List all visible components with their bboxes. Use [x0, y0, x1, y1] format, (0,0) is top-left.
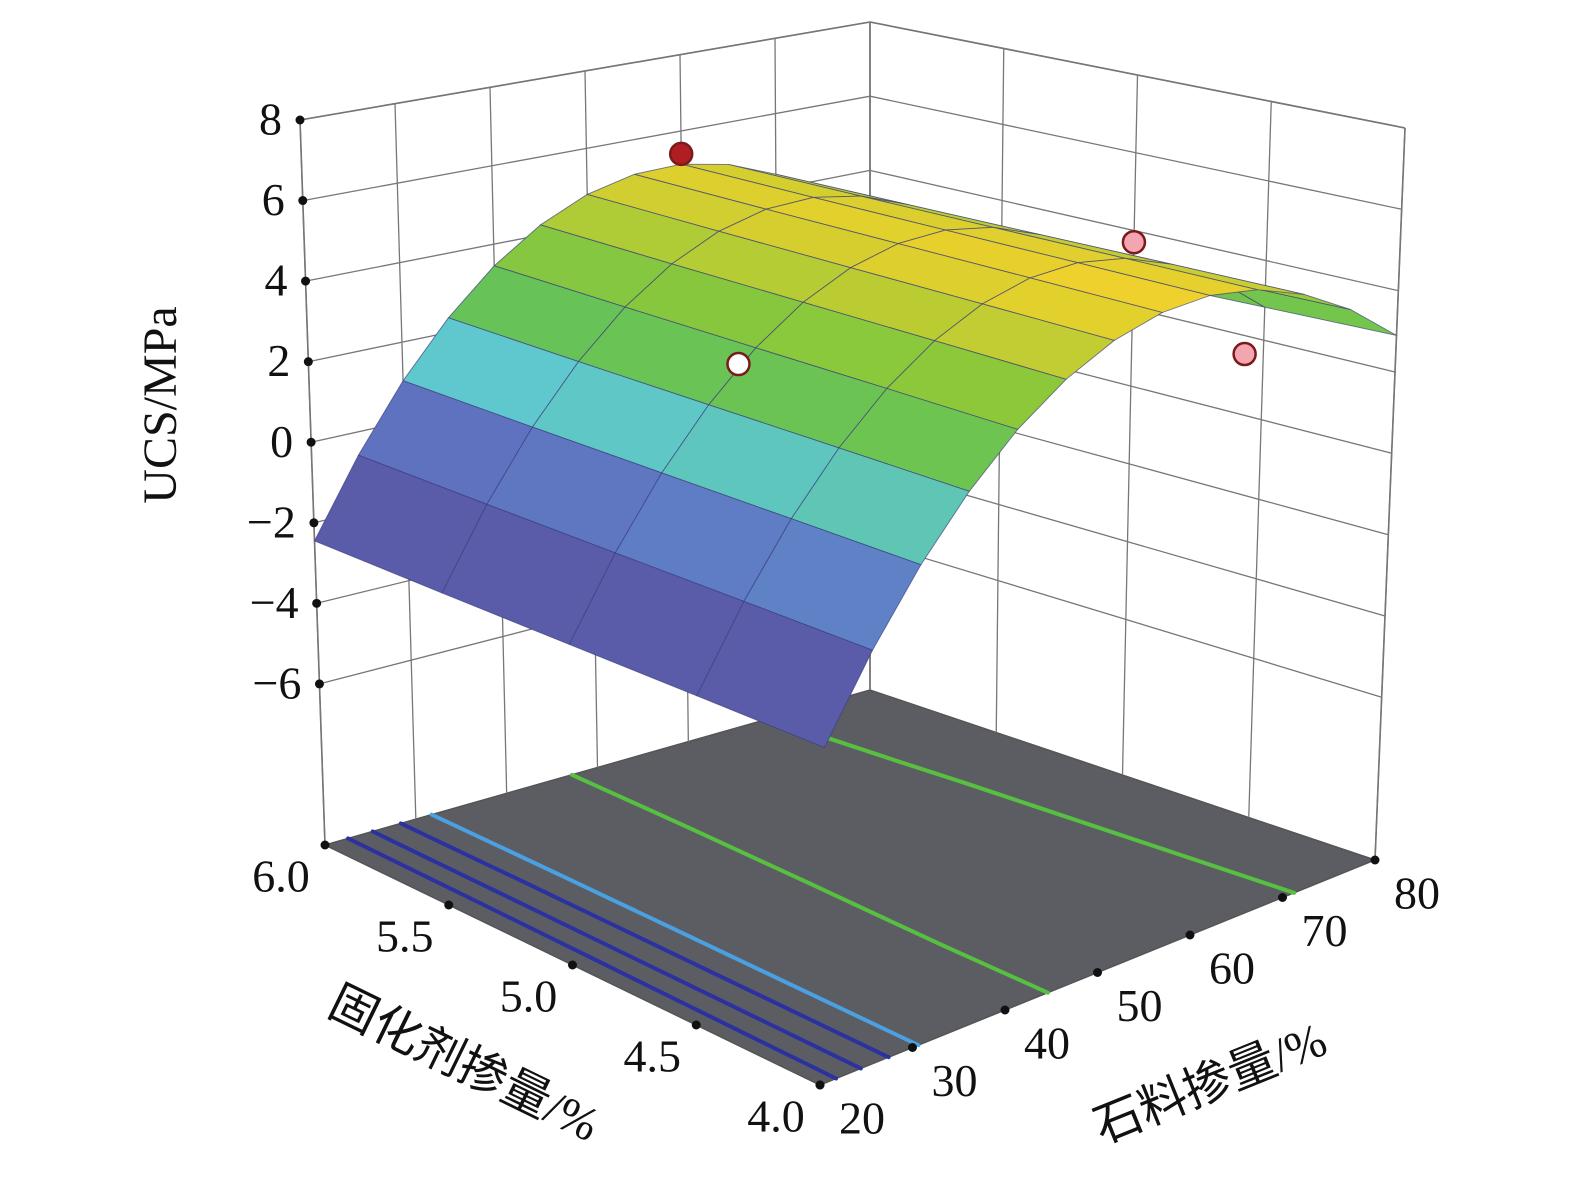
- contour-line: [899, 760, 970, 786]
- y-tick-label: 4.5: [624, 1031, 682, 1082]
- x-tick-mark: [1000, 1005, 1010, 1015]
- data-point: [726, 351, 751, 377]
- contour-line: [370, 829, 497, 893]
- contour-line: [429, 812, 556, 874]
- contour-line: [590, 956, 716, 1021]
- surface: [313, 163, 1397, 749]
- x-tick-mark: [1278, 893, 1287, 902]
- grid-line: [1374, 127, 1406, 861]
- z-tick-mark: [314, 679, 324, 689]
- z-axis-title: UCS/MPa: [134, 306, 187, 503]
- x-tick-mark: [1185, 930, 1195, 940]
- contour-line: [468, 896, 595, 961]
- floor: [322, 689, 1378, 1086]
- contour-line: [492, 888, 512, 900]
- contour-line: [925, 936, 947, 949]
- data-point: [1121, 229, 1147, 255]
- y-tick-mark: [691, 1020, 701, 1030]
- z-tick-label: −4: [250, 577, 299, 628]
- x-tick-mark: [908, 1043, 917, 1052]
- annotations: −6 −4 −2 0 2 4 6 8 20 30 40 50 60 70 80 4.0 4.5 5.0 5.5 6.0: [247, 94, 1440, 1144]
- grid-line: [1248, 101, 1272, 818]
- y-tick-mark: [815, 1080, 825, 1090]
- contour-line: [807, 881, 930, 941]
- z-tick-label: −2: [247, 496, 296, 547]
- x-tick-label: 50: [1117, 980, 1163, 1031]
- grid-line: [299, 119, 326, 846]
- x-tick-label: 30: [932, 1055, 978, 1106]
- contour-line: [794, 985, 921, 1048]
- x-tick-mark: [1093, 968, 1102, 977]
- contour-line: [569, 772, 693, 831]
- z-tick-label: 6: [262, 174, 285, 225]
- data-point: [668, 141, 694, 167]
- contour-line: [614, 947, 741, 1012]
- z-tick-label: −6: [252, 657, 301, 708]
- contour-line: [551, 869, 678, 932]
- y-tick-label: 5.0: [500, 971, 558, 1022]
- surface-patch: [696, 600, 874, 749]
- z-tick-mark: [309, 518, 319, 528]
- z-tick-mark: [312, 598, 322, 608]
- z-tick-label: 2: [267, 335, 290, 386]
- z-tick-mark: [303, 357, 313, 367]
- z-tick-mark: [295, 115, 305, 125]
- contour-line: [965, 781, 1036, 808]
- contour-line: [673, 927, 799, 990]
- x-tick-label: 40: [1024, 1018, 1070, 1069]
- y-axis-title: 固化剂掺量/%: [321, 976, 608, 1152]
- contour-line: [942, 944, 1050, 995]
- y-tick-label: 5.5: [376, 911, 434, 962]
- contour-line: [642, 938, 769, 1001]
- data-point: [1232, 341, 1257, 367]
- contour-line: [346, 836, 473, 901]
- y-tick-label: 6.0: [252, 851, 310, 902]
- x-tick-label: 80: [1394, 868, 1440, 919]
- contour-line: [507, 895, 619, 952]
- y-tick-mark: [320, 840, 330, 850]
- contour-line: [1031, 803, 1166, 852]
- contour-line: [736, 1007, 863, 1071]
- z-tick-label: 4: [265, 255, 288, 306]
- contour-line: [711, 1016, 839, 1081]
- grid-line: [302, 95, 1402, 210]
- x-tick-mark: [1370, 855, 1380, 865]
- y-tick-label: 4.0: [747, 1091, 805, 1142]
- y-tick-mark: [568, 960, 577, 970]
- x-tick-label: 20: [839, 1093, 885, 1144]
- z-tick-label: 8: [259, 94, 282, 145]
- x-axis-title: 石料掺量/%: [1087, 1013, 1334, 1154]
- contour-line: [764, 996, 891, 1060]
- contour-line: [1161, 847, 1297, 895]
- contour-line: [398, 821, 525, 884]
- contour-line: [688, 826, 812, 886]
- grid-line: [299, 21, 1406, 129]
- z-tick-mark: [306, 437, 316, 447]
- grid-line: [1121, 74, 1139, 776]
- y-tick-mark: [444, 900, 454, 910]
- x-tick-label: 60: [1209, 943, 1255, 994]
- z-tick-mark: [301, 276, 311, 286]
- x-tick-label: 70: [1302, 905, 1348, 956]
- z-tick-label: 0: [270, 416, 293, 467]
- contour-line: [520, 879, 647, 943]
- grid-line: [305, 169, 1399, 292]
- z-tick-mark: [298, 196, 308, 206]
